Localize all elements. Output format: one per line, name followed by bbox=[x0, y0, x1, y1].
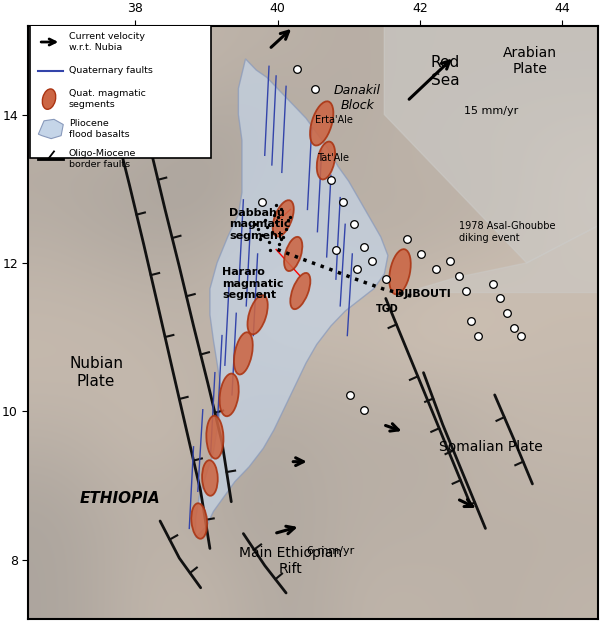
Text: Current velocity
w.r.t. Nubia: Current velocity w.r.t. Nubia bbox=[69, 32, 145, 52]
Ellipse shape bbox=[234, 332, 253, 374]
Ellipse shape bbox=[273, 200, 294, 237]
Text: Main Ethiopian
Rift: Main Ethiopian Rift bbox=[239, 546, 342, 576]
Polygon shape bbox=[385, 25, 598, 263]
Ellipse shape bbox=[310, 101, 334, 145]
Ellipse shape bbox=[206, 415, 223, 459]
Text: Arabian
Plate: Arabian Plate bbox=[503, 46, 557, 76]
Ellipse shape bbox=[290, 273, 310, 309]
Text: Tat'Ale: Tat'Ale bbox=[317, 153, 349, 163]
Text: Quat. magmatic
segments: Quat. magmatic segments bbox=[69, 89, 146, 109]
Text: 15 mm/yr: 15 mm/yr bbox=[464, 106, 518, 116]
Text: Pliocene
flood basalts: Pliocene flood basalts bbox=[69, 119, 130, 138]
Text: Erta'Ale: Erta'Ale bbox=[314, 116, 352, 125]
Ellipse shape bbox=[220, 374, 239, 416]
Text: Dabbahu
magmatic
segment: Dabbahu magmatic segment bbox=[229, 207, 290, 241]
Text: Red
Sea: Red Sea bbox=[430, 55, 460, 88]
Text: Danakil
Block: Danakil Block bbox=[334, 84, 381, 112]
Ellipse shape bbox=[191, 503, 207, 539]
Text: ETHIOPIA: ETHIOPIA bbox=[79, 491, 160, 506]
Text: Oligo-Miocene
border faults: Oligo-Miocene border faults bbox=[69, 149, 136, 168]
Ellipse shape bbox=[247, 295, 268, 334]
Ellipse shape bbox=[389, 249, 411, 294]
Text: 1978 Asal-Ghoubbe
diking event: 1978 Asal-Ghoubbe diking event bbox=[459, 221, 556, 243]
Text: Hararo
magmatic
segment: Hararo magmatic segment bbox=[222, 267, 284, 300]
FancyBboxPatch shape bbox=[30, 22, 211, 158]
Text: TGD: TGD bbox=[376, 304, 398, 314]
Text: Nubian
Plate: Nubian Plate bbox=[69, 356, 123, 389]
Ellipse shape bbox=[202, 460, 218, 496]
Ellipse shape bbox=[43, 89, 56, 109]
Ellipse shape bbox=[317, 142, 335, 179]
Polygon shape bbox=[406, 226, 598, 292]
Text: Quaternary faults: Quaternary faults bbox=[69, 66, 153, 75]
Polygon shape bbox=[38, 119, 63, 138]
Text: 6 mm/yr: 6 mm/yr bbox=[307, 546, 355, 556]
Ellipse shape bbox=[284, 237, 302, 271]
Text: Somalian Plate: Somalian Plate bbox=[439, 440, 543, 454]
Text: DJIBOUTI: DJIBOUTI bbox=[395, 289, 451, 299]
Polygon shape bbox=[196, 59, 388, 537]
